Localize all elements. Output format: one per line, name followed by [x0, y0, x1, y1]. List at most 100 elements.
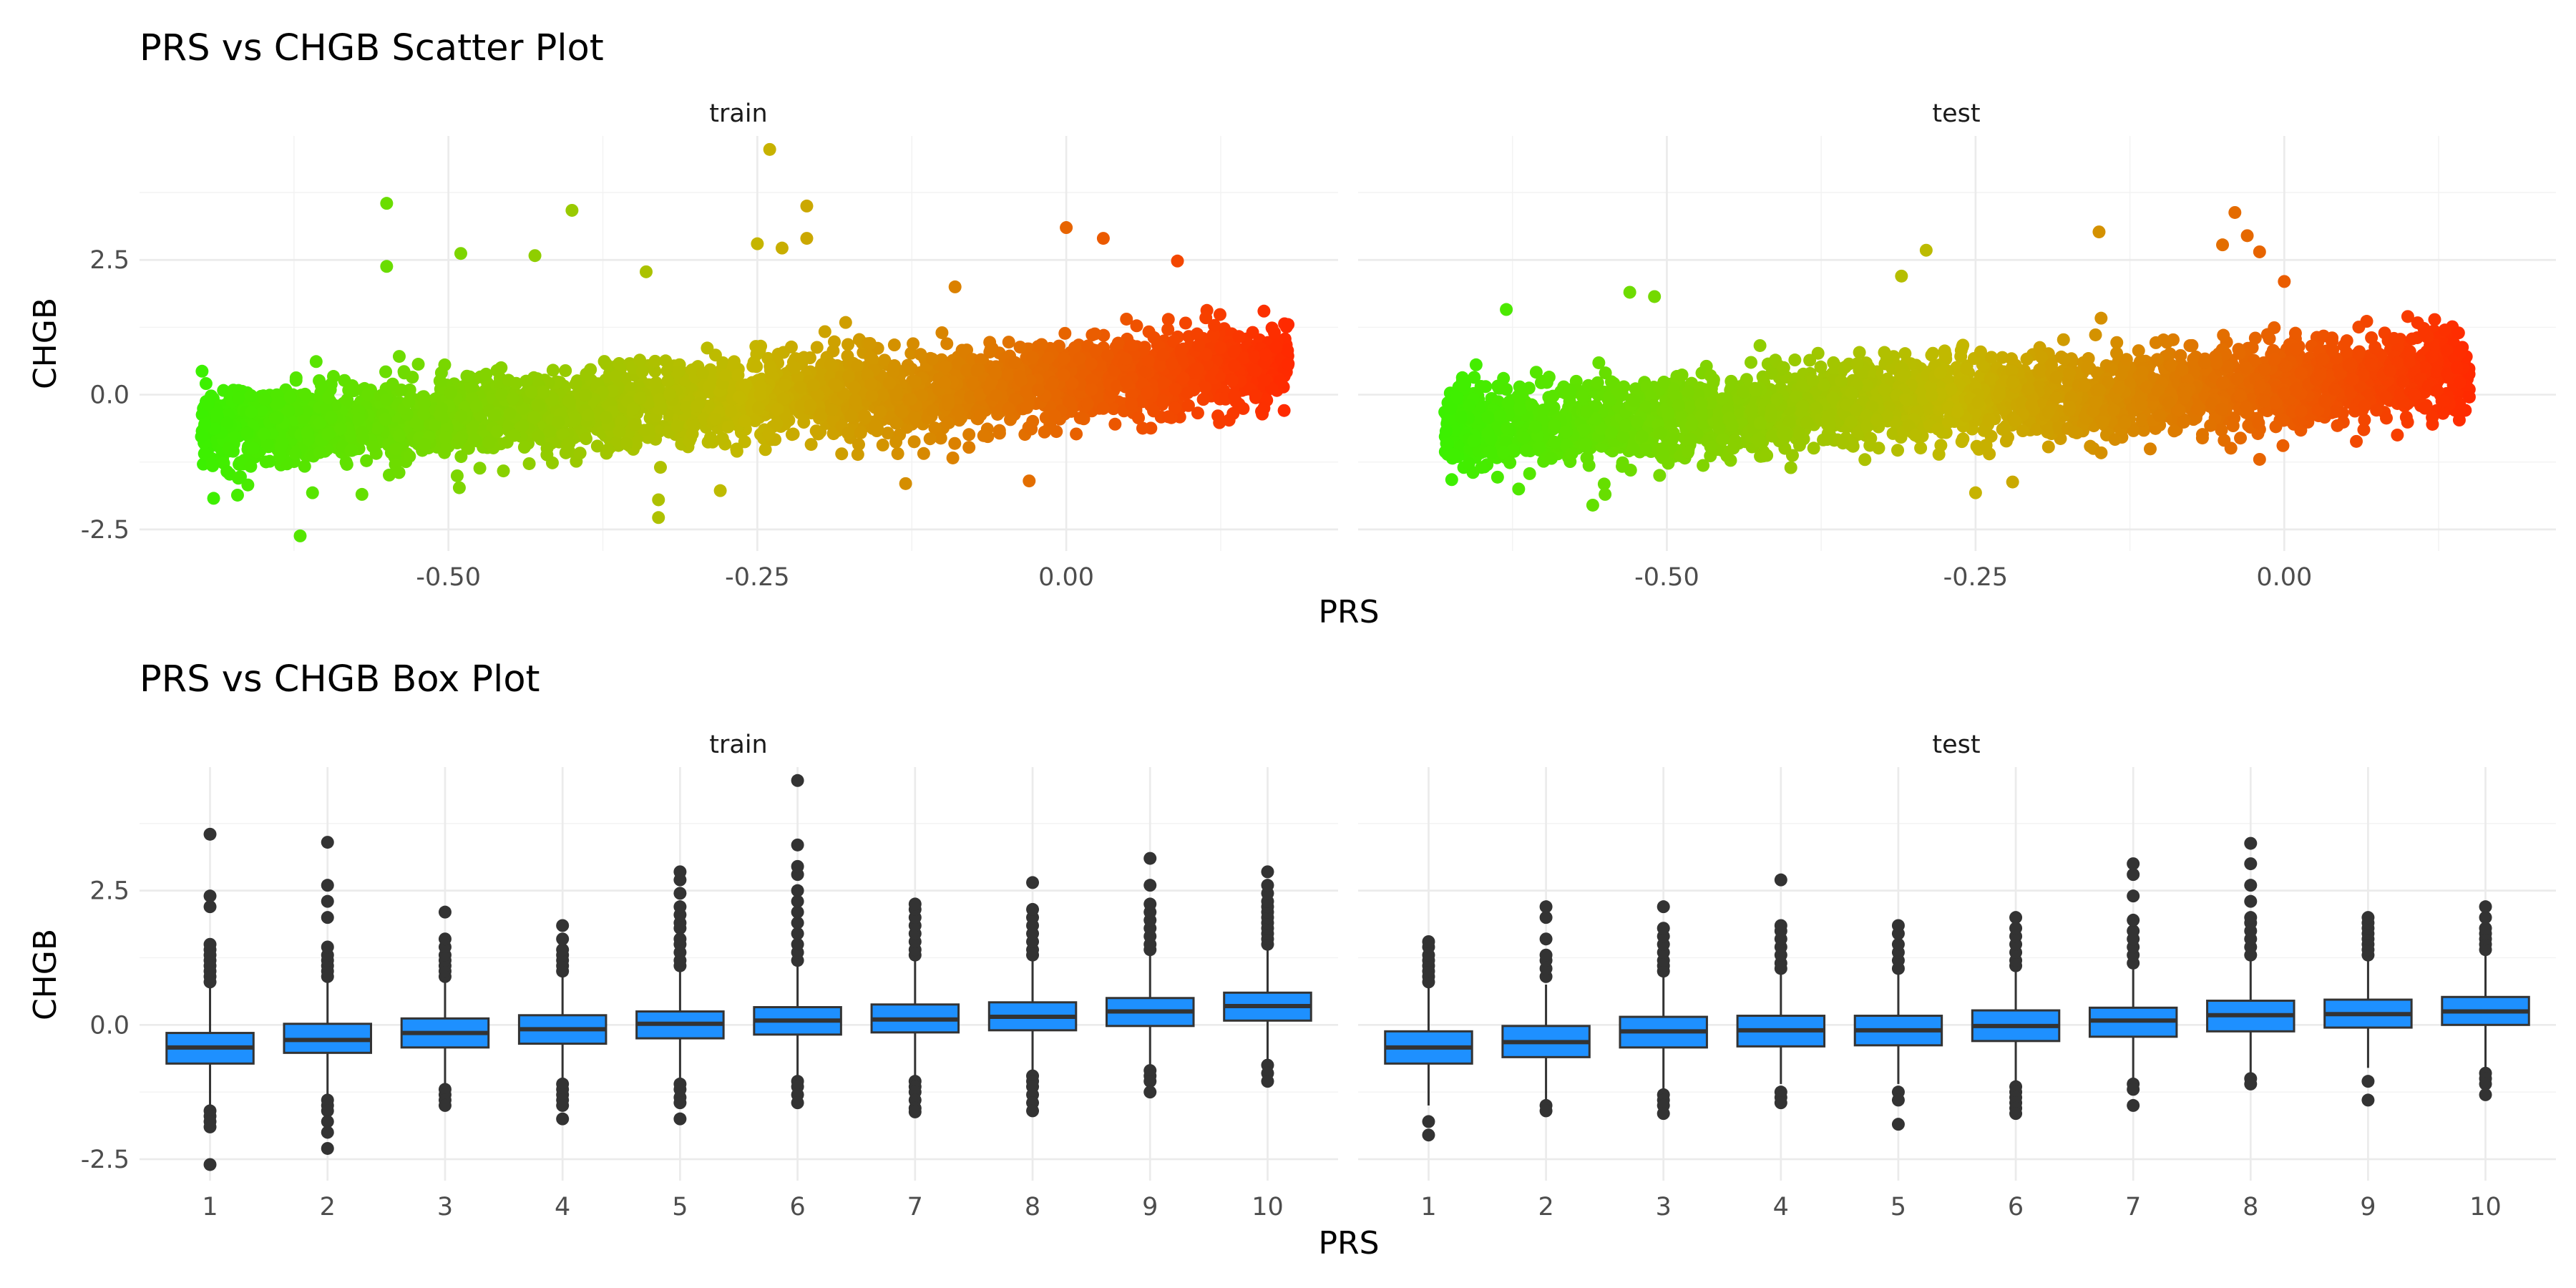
scatter-point-outlier: [355, 487, 369, 501]
scatter-point-outlier: [293, 529, 307, 542]
scatter-point: [748, 414, 762, 428]
scatter-point: [1108, 364, 1121, 377]
scatter-point: [1026, 351, 1040, 364]
scatter-point: [360, 454, 374, 467]
scatter-point: [915, 389, 929, 402]
scatter-point: [282, 404, 296, 418]
scatter-point: [1101, 348, 1115, 362]
scatter-point: [517, 441, 531, 454]
scatter-point: [983, 345, 997, 358]
scatter-point: [540, 441, 554, 455]
scatter-point-outlier: [948, 280, 962, 293]
scatter-point: [488, 408, 502, 421]
scatter-point-outlier: [380, 260, 394, 273]
scatter-point: [724, 405, 738, 419]
scatter-point: [582, 409, 595, 422]
scatter-point: [314, 379, 328, 392]
scatter-point: [696, 366, 710, 380]
scatter-point: [270, 411, 284, 424]
scatter-point: [1156, 394, 1170, 407]
scatter-point: [1125, 388, 1138, 401]
scatter-point: [1814, 360, 1828, 374]
scatter-point: [206, 459, 220, 472]
scatter-point: [403, 449, 416, 463]
scatter-point: [1165, 357, 1179, 371]
scatter-point: [907, 435, 921, 449]
scatter-point: [392, 350, 406, 364]
scatter-point: [730, 444, 743, 458]
scatter-x-axis-title: PRS: [1318, 594, 1379, 630]
scatter-point: [309, 355, 323, 369]
scatter-point: [1132, 411, 1146, 424]
scatter-point: [1120, 312, 1133, 326]
scatter-point: [450, 469, 464, 482]
scatter-point: [1161, 410, 1175, 424]
scatter-point: [1523, 467, 1536, 480]
scatter-point: [887, 338, 901, 352]
scatter-point: [672, 365, 686, 379]
scatter-point: [750, 347, 763, 361]
scatter-point: [1048, 387, 1062, 401]
scatter-point: [841, 426, 854, 440]
scatter-point: [629, 438, 643, 452]
scatter-point: [198, 417, 212, 431]
scatter-point: [716, 431, 729, 445]
scatter-point: [273, 449, 287, 462]
scatter-point: [826, 344, 840, 358]
scatter-point: [626, 402, 640, 416]
scatter-point: [962, 428, 976, 441]
scatter-panel-train: -0.50 -0.25 0.00-2.50.02.5: [81, 136, 1338, 592]
scatter-point: [1125, 338, 1138, 352]
scatter-point: [1096, 401, 1110, 415]
scatter-point: [552, 415, 565, 429]
scatter-point: [283, 390, 297, 404]
scatter-point: [527, 411, 541, 424]
scatter-point: [804, 399, 817, 412]
scatter-point: [1063, 394, 1076, 408]
scatter-point: [962, 441, 976, 454]
scatter-point: [468, 434, 482, 447]
scatter-y-tick-label: 2.5: [89, 246, 130, 275]
scatter-point: [1035, 338, 1048, 351]
scatter-point: [663, 387, 676, 401]
scatter-point: [1199, 311, 1213, 325]
scatter-point: [1267, 326, 1281, 339]
scatter-point: [195, 364, 209, 378]
scatter-point-outlier: [244, 459, 258, 473]
scatter-point: [881, 426, 894, 440]
scatter-point: [633, 391, 647, 405]
scatter-point: [257, 427, 270, 441]
scatter-point: [1175, 343, 1189, 356]
scatter-point: [869, 419, 882, 432]
scatter-point: [1048, 409, 1062, 423]
scatter-point: [865, 389, 879, 403]
scatter-point: [844, 409, 858, 423]
scatter-point: [1237, 351, 1251, 365]
scatter-point: [392, 466, 406, 479]
scatter-point: [1592, 356, 1606, 369]
scatter-y-axis-title: CHGB: [27, 298, 64, 389]
scatter-point: [963, 390, 977, 404]
scatter-point: [2358, 413, 2371, 426]
scatter-point: [207, 492, 220, 505]
scatter-point: [653, 401, 667, 415]
scatter-point: [1156, 348, 1170, 362]
scatter-point: [1914, 441, 1928, 455]
scatter-point: [1218, 391, 1231, 405]
scatter-point: [201, 398, 215, 411]
scatter-point: [366, 440, 380, 454]
scatter-strip-label-train: train: [709, 99, 767, 128]
scatter-point: [568, 412, 582, 426]
scatter-point: [848, 381, 862, 394]
scatter-point: [2357, 423, 2371, 436]
scatter-point: [1008, 356, 1022, 369]
scatter-point: [382, 468, 396, 482]
scatter-point: [393, 429, 406, 443]
scatter-point: [1213, 308, 1226, 321]
scatter-point: [1784, 461, 1797, 474]
scatter-point: [866, 353, 879, 366]
scatter-point: [1853, 346, 1866, 359]
scatter-point: [258, 392, 271, 406]
scatter-point: [1013, 341, 1027, 354]
scatter-point: [635, 365, 649, 379]
